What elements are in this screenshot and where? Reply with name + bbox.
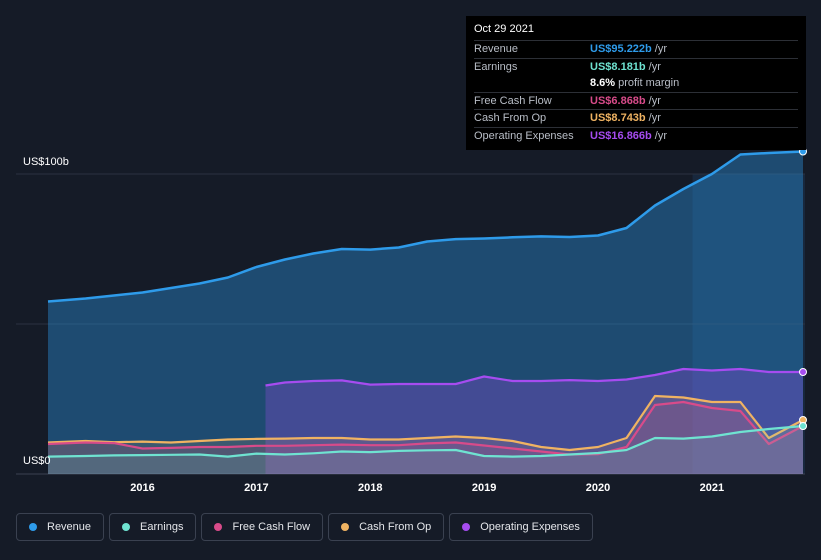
- tooltip-row-value: US$6.868b: [590, 94, 646, 107]
- tooltip-row-unit: profit margin: [618, 77, 680, 90]
- legend-item-cash-from-op[interactable]: Cash From Op: [328, 513, 445, 541]
- tooltip-row-unit: /yr: [654, 129, 667, 142]
- tooltip-row-value: US$95.222b: [590, 43, 652, 56]
- tooltip-row: Operating Expenses US$16.866b/yr: [474, 126, 798, 145]
- x-tick-label: 2021: [699, 482, 725, 494]
- legend-label: Revenue: [47, 521, 92, 533]
- legend-item-revenue[interactable]: Revenue: [16, 513, 105, 541]
- tooltip-row: Earnings US$8.181b/yr: [474, 57, 798, 76]
- operating-expenses-line: [265, 367, 803, 387]
- x-tick-label: 2019: [471, 482, 497, 494]
- legend-dot-icon: [214, 523, 223, 531]
- earnings-end-point: [799, 422, 807, 430]
- tooltip-row-label: Earnings: [474, 60, 518, 73]
- legend-item-earnings[interactable]: Earnings: [109, 513, 197, 541]
- legend-label: Free Cash Flow: [232, 521, 311, 533]
- cash-from-op-line: [47, 394, 804, 452]
- tooltip-row-unit: /yr: [648, 60, 661, 73]
- legend-dot-icon: [462, 523, 471, 531]
- x-tick-label: 2016: [130, 482, 155, 494]
- tooltip-rows: Revenue US$95.222b/yr Earnings US$8.181b/yr…: [474, 40, 798, 144]
- tooltip-row-value: 8.6%: [590, 77, 616, 90]
- legend-dot-icon: [29, 523, 37, 531]
- free-cash-flow-line: [47, 400, 804, 456]
- legend-dot-icon: [341, 523, 350, 531]
- tooltip-row-label: Cash From Op: [474, 112, 547, 125]
- tooltip-row: Revenue US$95.222b/yr: [474, 40, 798, 58]
- cash-from-op-area: [48, 396, 803, 474]
- x-tick-label: 2020: [585, 482, 611, 494]
- legend-item-free-cash-flow[interactable]: Free Cash Flow: [201, 513, 324, 541]
- tooltip-row-label: Free Cash Flow: [474, 94, 552, 107]
- y-axis-top-label: US$100b: [23, 156, 69, 168]
- earnings-area: [48, 426, 803, 474]
- tooltip-row-value: US$16.866b: [590, 129, 652, 142]
- tooltip-row-label: Operating Expenses: [474, 129, 574, 142]
- revenue-line: [47, 150, 804, 303]
- y-axis-bottom-label: US$0: [23, 455, 51, 467]
- operating-expenses-end-point: [799, 368, 807, 376]
- tooltip-row-unit: /yr: [648, 112, 661, 125]
- operating-expenses-area: [265, 369, 803, 474]
- tooltip-row: Free Cash Flow US$6.868b/yr: [474, 91, 798, 110]
- legend-label: Operating Expenses: [480, 521, 580, 533]
- x-tick-label: 2017: [244, 482, 269, 494]
- tooltip-date: Oct 29 2021: [474, 23, 534, 35]
- legend-label: Cash From Op: [359, 521, 432, 533]
- tooltip-row-unit: /yr: [654, 43, 667, 56]
- legend-label: Earnings: [140, 521, 184, 533]
- legend: Revenue Earnings Free Cash Flow Cash From O…: [16, 513, 593, 541]
- tooltip-row-label: Revenue: [474, 43, 519, 56]
- legend-dot-icon: [122, 523, 131, 531]
- tooltip-row-unit: /yr: [648, 94, 661, 107]
- tooltip: Oct 29 2021 Revenue US$95.222b/yr Earnings…: [466, 16, 806, 150]
- tooltip-row: Cash From Op US$8.743b/yr: [474, 109, 798, 127]
- tooltip-row-value: US$8.743b: [590, 112, 646, 125]
- earnings-line: [47, 424, 804, 458]
- tooltip-row-value: US$8.181b: [590, 60, 646, 73]
- tooltip-row: 8.6% profit margin: [474, 75, 798, 92]
- chart-canvas: [16, 147, 807, 475]
- x-tick-label: 2018: [358, 482, 383, 494]
- legend-item-operating-expenses[interactable]: Operating Expenses: [449, 513, 593, 541]
